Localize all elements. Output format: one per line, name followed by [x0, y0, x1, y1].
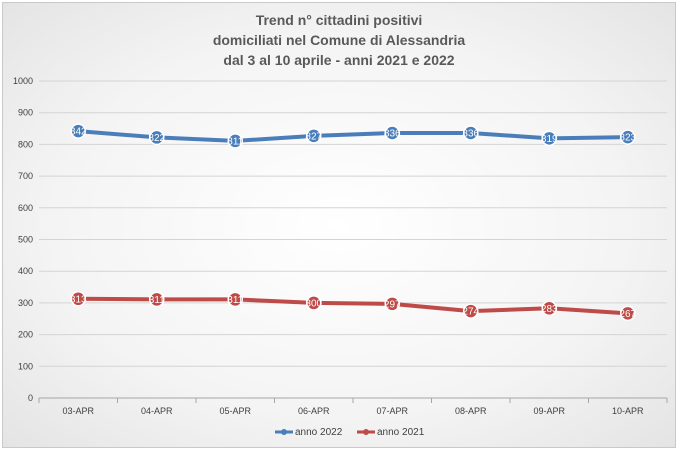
legend-marker — [363, 429, 369, 435]
data-label: 274 — [462, 307, 479, 318]
data-label: 842 — [70, 127, 87, 138]
chart-title-line-3: dal 3 al 10 aprile - anni 2021 e 2022 — [223, 52, 454, 68]
legend-label: anno 2021 — [377, 427, 425, 438]
data-point — [463, 303, 479, 319]
y-tick-label: 200 — [18, 330, 33, 340]
data-point — [306, 128, 322, 144]
data-point — [149, 291, 165, 308]
data-point — [227, 291, 243, 308]
data-label: 836 — [462, 128, 479, 139]
x-tick-label: 09-APR — [533, 406, 565, 416]
legend-label: anno 2022 — [295, 427, 343, 438]
y-tick-label: 1000 — [13, 76, 33, 86]
data-label: 283 — [541, 304, 558, 315]
data-label: 267 — [619, 309, 636, 320]
data-point — [541, 300, 557, 317]
data-point — [384, 296, 400, 312]
y-tick-label: 100 — [18, 361, 33, 371]
data-point — [620, 129, 636, 145]
data-point — [149, 129, 165, 146]
data-label: 300 — [305, 298, 322, 309]
x-tick-label: 03-APR — [62, 406, 94, 416]
y-tick-label: 600 — [18, 203, 33, 213]
line-chart: Trend n° cittadini positivi domiciliati … — [13, 12, 668, 438]
chart-title-line-1: Trend n° cittadini positivi — [256, 12, 423, 28]
series-line — [76, 296, 630, 316]
y-tick-label: 800 — [18, 139, 33, 149]
x-tick-label: 08-APR — [455, 406, 487, 416]
data-label: 297 — [384, 299, 401, 310]
data-label: 827 — [305, 131, 322, 142]
series-line — [76, 129, 630, 143]
data-label: 811 — [227, 136, 243, 147]
y-tick-label: 900 — [18, 108, 33, 118]
data-label: 823 — [619, 133, 636, 144]
chart-title-line-2: domiciliati nel Comune di Alessandria — [213, 32, 466, 48]
x-tick-label: 06-APR — [298, 406, 330, 416]
y-tick-label: 0 — [28, 393, 33, 403]
chart-area: Trend n° cittadini positivi domiciliati … — [2, 2, 676, 448]
data-point — [306, 295, 322, 311]
x-tick-label: 10-APR — [612, 406, 644, 416]
data-point — [227, 133, 243, 149]
data-label: 836 — [384, 128, 401, 139]
x-tick-label: 05-APR — [219, 406, 251, 416]
x-tick-label: 04-APR — [141, 406, 173, 416]
data-point — [541, 130, 557, 147]
y-tick-label: 400 — [18, 266, 33, 276]
data-point — [384, 125, 400, 141]
y-tick-label: 300 — [18, 298, 33, 308]
y-tick-label: 500 — [18, 235, 33, 245]
data-point — [70, 291, 86, 307]
x-tick-label: 07-APR — [376, 406, 408, 416]
y-tick-label: 700 — [18, 171, 33, 181]
data-point — [620, 305, 636, 322]
data-label: 311 — [149, 295, 165, 306]
data-point — [70, 123, 86, 139]
data-label: 822 — [148, 133, 165, 144]
legend-marker — [281, 429, 287, 435]
data-label: 819 — [541, 134, 558, 145]
data-label: 311 — [227, 295, 243, 306]
data-label: 313 — [70, 294, 87, 305]
data-point — [463, 125, 479, 141]
